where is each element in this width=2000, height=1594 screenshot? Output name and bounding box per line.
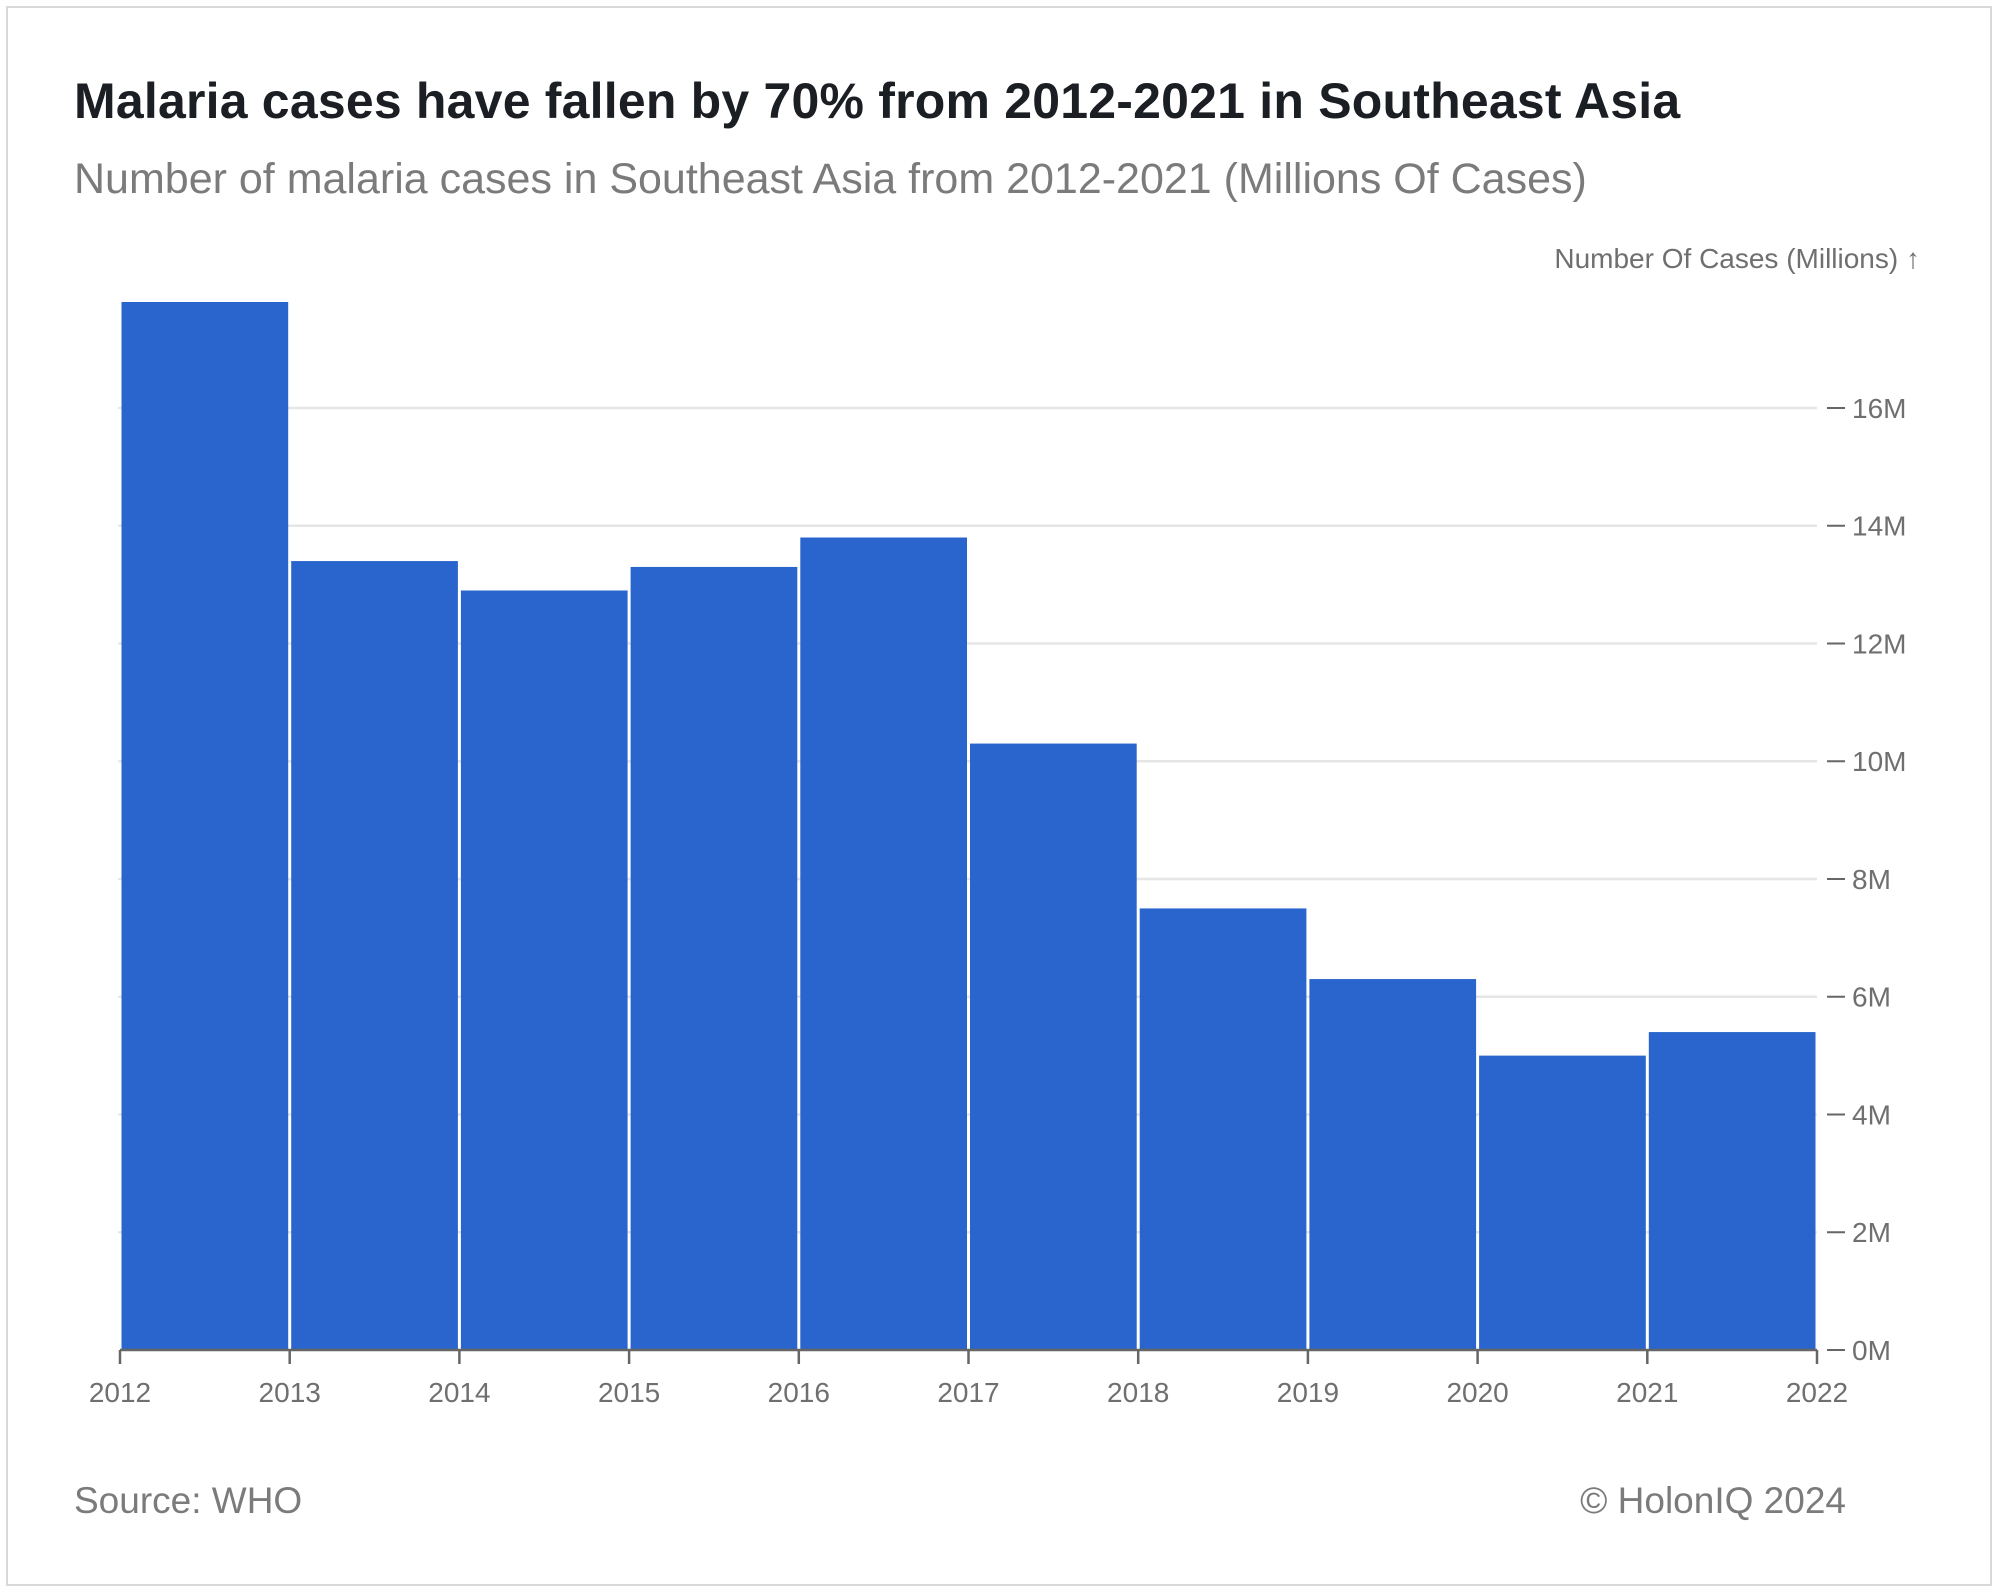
source-note: Source: WHO	[74, 1480, 303, 1521]
y-tick-label: 6M	[1852, 982, 1891, 1013]
x-tick-label: 2013	[259, 1377, 321, 1408]
bar-2020	[1479, 1055, 1646, 1350]
x-tick-label: 2012	[89, 1377, 151, 1408]
y-tick-label: 4M	[1852, 1099, 1891, 1130]
bar-2017	[970, 743, 1137, 1350]
x-tick-label: 2020	[1446, 1377, 1508, 1408]
bar-2015	[630, 566, 798, 1350]
chart-title: Malaria cases have fallen by 70% from 20…	[74, 73, 1681, 129]
y-tick-label: 12M	[1852, 628, 1906, 659]
bar-2012	[121, 302, 289, 1350]
y-tick-label: 14M	[1852, 511, 1906, 542]
x-tick-label: 2015	[598, 1377, 660, 1408]
y-tick-label: 10M	[1852, 746, 1906, 777]
y-tick-label: 0M	[1852, 1335, 1891, 1366]
x-tick-label: 2017	[937, 1377, 999, 1408]
bar-2016	[800, 537, 967, 1350]
x-tick-label: 2022	[1786, 1377, 1848, 1408]
bar-2019	[1309, 979, 1477, 1350]
y-tick-label: 16M	[1852, 393, 1906, 424]
x-tick-label: 2016	[768, 1377, 830, 1408]
y-tick-label: 2M	[1852, 1217, 1891, 1248]
copyright-note: © HolonIQ 2024	[1580, 1480, 1846, 1521]
chart-subtitle: Number of malaria cases in Southeast Asi…	[74, 155, 1587, 203]
bar-2018	[1139, 908, 1307, 1350]
y-axis-title: Number Of Cases (Millions) ↑	[1554, 243, 1920, 274]
x-tick-label: 2018	[1107, 1377, 1169, 1408]
bar-2021	[1648, 1032, 1816, 1350]
x-tick-label: 2019	[1277, 1377, 1339, 1408]
bar-2014	[460, 590, 628, 1350]
x-tick-label: 2021	[1616, 1377, 1678, 1408]
y-tick-label: 8M	[1852, 864, 1891, 895]
bar-2013	[291, 561, 458, 1350]
x-tick-label: 2014	[428, 1377, 490, 1408]
